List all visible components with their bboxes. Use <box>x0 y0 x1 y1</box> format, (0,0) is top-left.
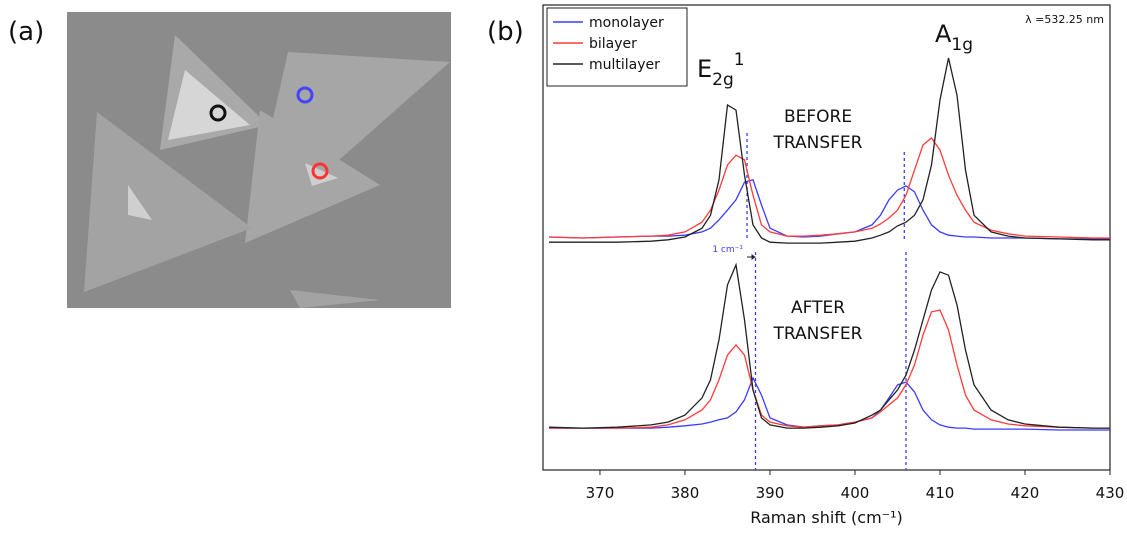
flake-center <box>128 185 152 220</box>
spectrum <box>548 262 1110 429</box>
legend-label: bilayer <box>589 36 637 52</box>
spectrum <box>549 376 1110 431</box>
peak-label: E2g1 <box>697 50 745 90</box>
spectrum <box>548 137 1110 239</box>
flake <box>290 290 380 308</box>
legend-box <box>546 7 688 87</box>
state-label: TRANSFER <box>773 133 863 153</box>
legend-label: monolayer <box>589 15 664 31</box>
state-label: AFTER <box>791 298 845 318</box>
measure-spot <box>311 162 329 180</box>
panel-label: (b) <box>487 17 524 47</box>
x-tick-label: 390 <box>756 484 785 502</box>
spectrum <box>548 179 1110 240</box>
measure-spot <box>296 86 314 104</box>
x-tick-label: 410 <box>926 484 955 502</box>
x-tick-label: 430 <box>1096 484 1125 502</box>
x-axis-label: Raman shift (cm⁻¹) <box>750 508 903 527</box>
shift-arrowhead <box>751 254 756 260</box>
peak-label-sup: 1 <box>734 50 745 70</box>
flake-bright <box>168 70 250 140</box>
wavelength-note: λ =532.25 nm <box>1025 13 1104 26</box>
peak-label-base: A <box>935 20 952 48</box>
x-tick-label: 380 <box>671 484 700 502</box>
micrograph <box>67 12 451 308</box>
peak-label: A1g <box>935 20 973 55</box>
x-tick-label: 420 <box>1011 484 1040 502</box>
measure-spot <box>209 104 227 122</box>
spectrum <box>549 309 1110 429</box>
state-label: TRANSFER <box>773 324 863 344</box>
flake <box>84 112 252 292</box>
panel-label: (a) <box>8 17 44 47</box>
shift-label: 1 cm⁻¹ <box>712 245 743 255</box>
peak-label-sub: 1g <box>951 35 973 55</box>
peak-label-base: E <box>697 55 712 83</box>
spectrum <box>549 57 1110 244</box>
state-label: BEFORE <box>784 107 852 127</box>
x-tick-label: 370 <box>586 484 615 502</box>
legend-label: multilayer <box>589 57 660 73</box>
x-tick-label: 400 <box>841 484 870 502</box>
peak-label-sub: 2g <box>712 70 734 90</box>
